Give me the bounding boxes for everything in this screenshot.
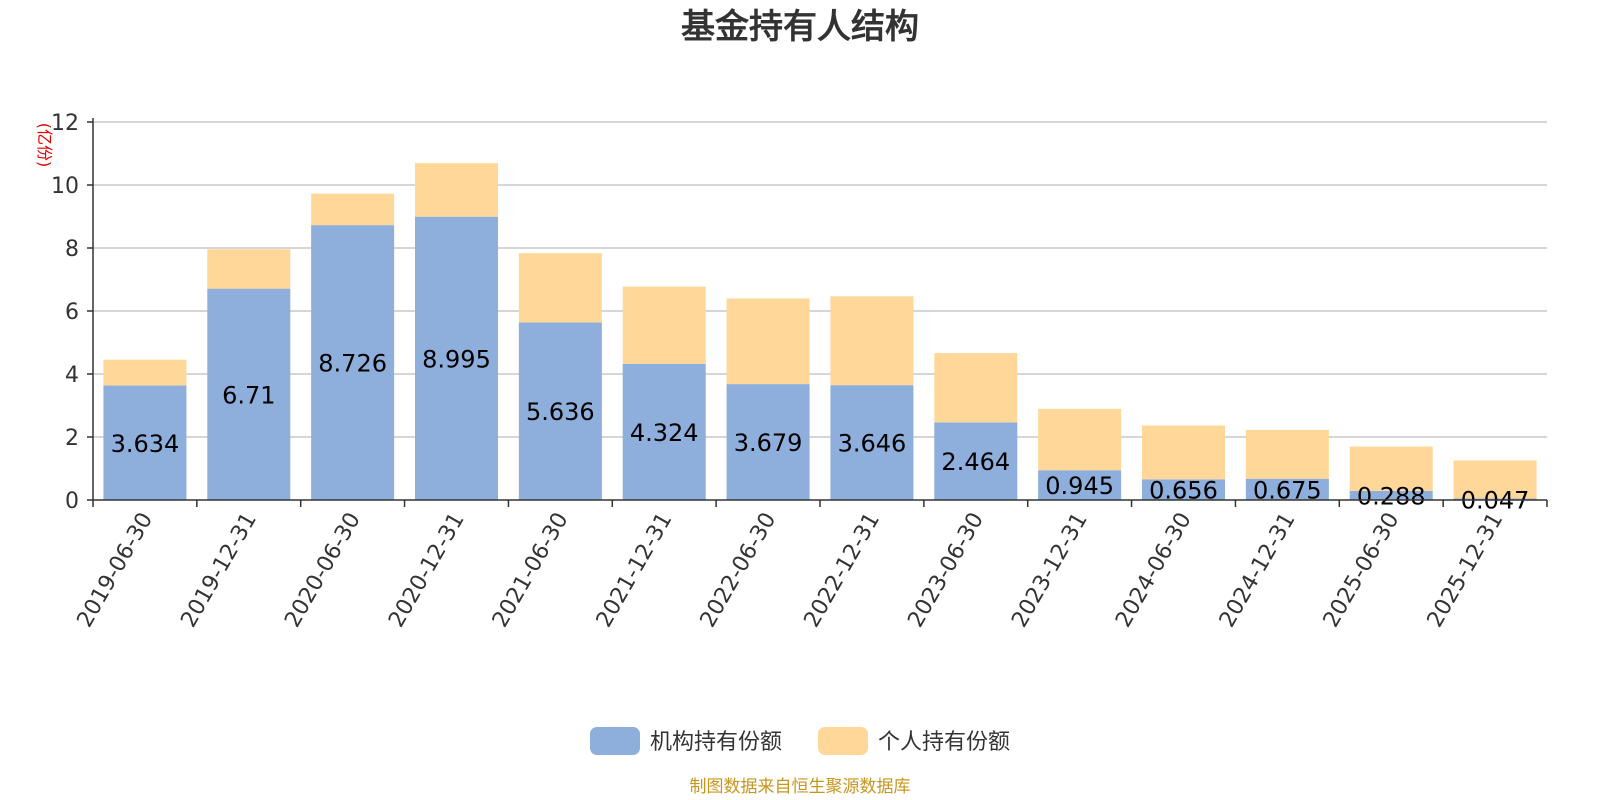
legend-item-institutional[interactable]: 机构持有份额 bbox=[590, 727, 782, 755]
x-tick-label: 2023-06-30 bbox=[903, 508, 989, 631]
x-tick-label: 2019-06-30 bbox=[73, 509, 159, 632]
bars bbox=[103, 163, 1537, 501]
axes bbox=[92, 118, 1547, 501]
x-tick-label: 2019-12-31 bbox=[176, 509, 262, 632]
bar-institutional-2022-12-31[interactable] bbox=[830, 385, 914, 500]
x-tick-label: 2021-06-30 bbox=[488, 509, 574, 632]
bar-individual-2025-12-31[interactable] bbox=[1453, 460, 1537, 499]
y-axis-ticks: 0 2 4 6 8 10 12 bbox=[51, 111, 93, 514]
x-tick-label: 2020-06-30 bbox=[280, 509, 366, 632]
bar-institutional-2020-06-30[interactable] bbox=[311, 225, 395, 501]
y-tick-label: 2 bbox=[65, 426, 79, 451]
legend-item-individual[interactable]: 个人持有份额 bbox=[818, 727, 1010, 755]
y-axis-unit-label: (亿份) bbox=[35, 123, 54, 168]
x-tick-label: 2020-12-31 bbox=[384, 509, 470, 632]
data-label: 5.636 bbox=[526, 398, 595, 426]
bar-institutional-2024-12-31[interactable] bbox=[1245, 478, 1329, 500]
bar-individual-2024-06-30[interactable] bbox=[1142, 425, 1225, 480]
data-label: 3.634 bbox=[111, 430, 180, 458]
bar-individual-2019-06-30[interactable] bbox=[103, 359, 187, 386]
bar-individual-2019-12-31[interactable] bbox=[207, 249, 291, 289]
data-label: 4.324 bbox=[630, 419, 699, 447]
bar-institutional-2025-06-30[interactable] bbox=[1349, 490, 1433, 500]
y-tick-label: 8 bbox=[65, 237, 79, 262]
bar-individual-2023-12-31[interactable] bbox=[1038, 408, 1122, 471]
x-tick-label: 2022-12-31 bbox=[800, 509, 886, 632]
data-label: 0.945 bbox=[1045, 472, 1114, 500]
chart-title: 基金持有人结构 bbox=[681, 7, 919, 47]
data-label: 6.71 bbox=[222, 381, 275, 409]
legend-label: 个人持有份额 bbox=[878, 730, 1010, 755]
x-tick-label: 2025-12-31 bbox=[1423, 509, 1509, 632]
bar-individual-2025-06-30[interactable] bbox=[1349, 446, 1433, 491]
bar-institutional-2021-06-30[interactable] bbox=[518, 322, 602, 500]
y-tick-label: 12 bbox=[51, 111, 79, 136]
source-note: 制图数据来自恒生聚源数据库 bbox=[690, 777, 911, 797]
x-tick-label: 2025-06-30 bbox=[1319, 509, 1405, 632]
data-label: 3.679 bbox=[734, 429, 803, 457]
x-tick-label: 2022-06-30 bbox=[696, 509, 782, 632]
x-axis-ticks: 2019-06-30 2019-12-31 2020-06-30 2020-12-31… bbox=[73, 500, 1548, 632]
bar-individual-2020-06-30[interactable] bbox=[311, 193, 395, 226]
data-label: 3.646 bbox=[838, 430, 907, 458]
bar-institutional-2024-06-30[interactable] bbox=[1142, 479, 1225, 500]
y-tick-label: 6 bbox=[65, 300, 79, 325]
bar-individual-2022-06-30[interactable] bbox=[726, 298, 810, 385]
x-tick-label: 2021-12-31 bbox=[592, 509, 678, 632]
y-tick-label: 10 bbox=[51, 174, 79, 199]
bar-individual-2021-06-30[interactable] bbox=[518, 253, 602, 323]
bar-individual-2021-12-31[interactable] bbox=[622, 286, 706, 364]
y-tick-label: 0 bbox=[65, 489, 79, 514]
bar-institutional-2023-06-30[interactable] bbox=[934, 422, 1018, 500]
data-label: 8.726 bbox=[318, 350, 387, 378]
bar-individual-2020-12-31[interactable] bbox=[415, 163, 498, 217]
data-label: 2.464 bbox=[941, 448, 1010, 476]
bar-institutional-2022-06-30[interactable] bbox=[726, 384, 810, 500]
bar-individual-2023-06-30[interactable] bbox=[934, 353, 1018, 423]
bar-institutional-2020-12-31[interactable] bbox=[415, 216, 498, 500]
x-tick-label: 2024-06-30 bbox=[1111, 509, 1197, 632]
data-label: 0.288 bbox=[1357, 482, 1426, 510]
legend-swatch bbox=[818, 727, 868, 755]
legend[interactable]: 机构持有份额 个人持有份额 bbox=[590, 727, 1010, 755]
bar-institutional-2019-06-30[interactable] bbox=[103, 385, 187, 500]
bar-institutional-2023-12-31[interactable] bbox=[1038, 470, 1122, 500]
bar-individual-2024-12-31[interactable] bbox=[1245, 429, 1329, 479]
gridlines bbox=[93, 121, 1547, 438]
bar-individual-2022-12-31[interactable] bbox=[830, 296, 914, 386]
data-label: 8.995 bbox=[422, 345, 491, 373]
bar-institutional-2019-12-31[interactable] bbox=[207, 288, 291, 500]
bar-institutional-2021-12-31[interactable] bbox=[622, 363, 706, 500]
x-tick-label: 2024-12-31 bbox=[1215, 509, 1301, 632]
legend-label: 机构持有份额 bbox=[650, 730, 782, 755]
y-tick-label: 4 bbox=[65, 363, 79, 388]
x-tick-label: 2023-12-31 bbox=[1007, 509, 1093, 632]
legend-swatch bbox=[590, 727, 640, 755]
